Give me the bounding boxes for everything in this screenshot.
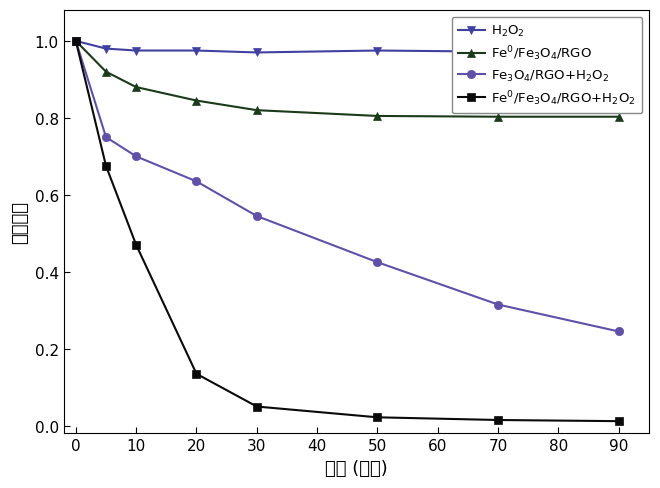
Line: Fe$^0$/Fe$_3$O$_4$/RGO: Fe$^0$/Fe$_3$O$_4$/RGO	[72, 38, 623, 122]
Fe$^0$/Fe$_3$O$_4$/RGO+H$_2$O$_2$	[132, 243, 140, 248]
H$_2$O$_2$	[193, 48, 201, 54]
Fe$_3$O$_4$/RGO+H$_2$O$_2$	[132, 154, 140, 160]
Y-axis label: 降解效率: 降解效率	[11, 201, 29, 244]
Legend: H$_2$O$_2$, Fe$^0$/Fe$_3$O$_4$/RGO, Fe$_3$O$_4$/RGO+H$_2$O$_2$, Fe$^0$/Fe$_3$O$_: H$_2$O$_2$, Fe$^0$/Fe$_3$O$_4$/RGO, Fe$_…	[451, 18, 642, 114]
Fe$^0$/Fe$_3$O$_4$/RGO	[494, 115, 502, 121]
X-axis label: 时间 (分钟): 时间 (分钟)	[325, 459, 387, 477]
Fe$^0$/Fe$_3$O$_4$/RGO+H$_2$O$_2$	[494, 417, 502, 423]
Fe$^0$/Fe$_3$O$_4$/RGO	[253, 108, 261, 114]
Fe$^0$/Fe$_3$O$_4$/RGO+H$_2$O$_2$	[374, 414, 381, 420]
Fe$^0$/Fe$_3$O$_4$/RGO+H$_2$O$_2$	[614, 418, 622, 424]
Line: H$_2$O$_2$: H$_2$O$_2$	[72, 38, 623, 59]
H$_2$O$_2$	[374, 48, 381, 54]
Fe$_3$O$_4$/RGO+H$_2$O$_2$	[72, 39, 80, 45]
H$_2$O$_2$	[253, 50, 261, 56]
Fe$^0$/Fe$_3$O$_4$/RGO+H$_2$O$_2$	[253, 404, 261, 409]
Fe$^0$/Fe$_3$O$_4$/RGO+H$_2$O$_2$	[72, 39, 80, 45]
H$_2$O$_2$	[494, 50, 502, 56]
Fe$^0$/Fe$_3$O$_4$/RGO	[102, 70, 110, 76]
Fe$^0$/Fe$_3$O$_4$/RGO	[614, 115, 622, 121]
Fe$^0$/Fe$_3$O$_4$/RGO+H$_2$O$_2$	[193, 371, 201, 377]
Fe$_3$O$_4$/RGO+H$_2$O$_2$	[193, 179, 201, 185]
Fe$_3$O$_4$/RGO+H$_2$O$_2$	[374, 260, 381, 265]
Fe$^0$/Fe$_3$O$_4$/RGO	[132, 85, 140, 91]
Fe$_3$O$_4$/RGO+H$_2$O$_2$	[253, 214, 261, 220]
Line: Fe$^0$/Fe$_3$O$_4$/RGO+H$_2$O$_2$: Fe$^0$/Fe$_3$O$_4$/RGO+H$_2$O$_2$	[72, 38, 623, 426]
Fe$_3$O$_4$/RGO+H$_2$O$_2$	[614, 329, 622, 335]
H$_2$O$_2$	[614, 52, 622, 58]
Fe$_3$O$_4$/RGO+H$_2$O$_2$	[494, 302, 502, 308]
H$_2$O$_2$	[102, 46, 110, 52]
Fe$^0$/Fe$_3$O$_4$/RGO	[72, 39, 80, 45]
Fe$^0$/Fe$_3$O$_4$/RGO	[193, 99, 201, 104]
Line: Fe$_3$O$_4$/RGO+H$_2$O$_2$: Fe$_3$O$_4$/RGO+H$_2$O$_2$	[72, 38, 623, 336]
H$_2$O$_2$	[132, 48, 140, 54]
H$_2$O$_2$	[72, 39, 80, 45]
Fe$^0$/Fe$_3$O$_4$/RGO	[374, 114, 381, 120]
Fe$_3$O$_4$/RGO+H$_2$O$_2$	[102, 135, 110, 141]
Fe$^0$/Fe$_3$O$_4$/RGO+H$_2$O$_2$	[102, 163, 110, 169]
